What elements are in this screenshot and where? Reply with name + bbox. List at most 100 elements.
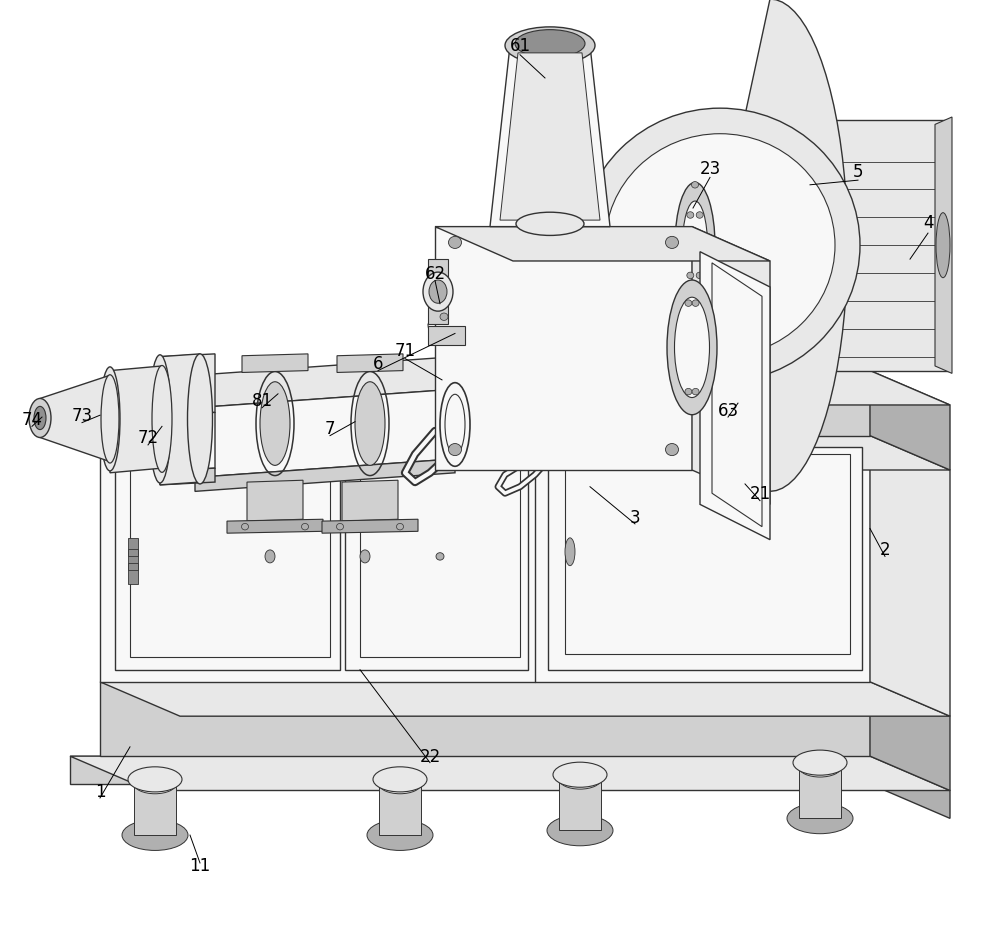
Text: 11: 11 — [189, 856, 211, 874]
Text: 73: 73 — [71, 406, 93, 425]
Polygon shape — [322, 520, 418, 534]
Ellipse shape — [687, 273, 694, 279]
Polygon shape — [690, 371, 950, 406]
Text: 7: 7 — [325, 419, 335, 438]
Text: 1: 1 — [95, 781, 105, 800]
Ellipse shape — [580, 109, 860, 382]
Ellipse shape — [515, 31, 585, 58]
Ellipse shape — [547, 816, 613, 846]
Polygon shape — [490, 46, 610, 227]
Text: 23: 23 — [699, 160, 721, 178]
Ellipse shape — [692, 303, 698, 310]
Polygon shape — [247, 481, 303, 522]
Text: 61: 61 — [509, 37, 531, 56]
Bar — [128, 549, 138, 557]
Text: 71: 71 — [394, 342, 416, 360]
Ellipse shape — [687, 213, 694, 219]
Ellipse shape — [675, 184, 715, 308]
Ellipse shape — [442, 390, 468, 459]
Polygon shape — [160, 354, 215, 416]
Ellipse shape — [152, 366, 172, 473]
Ellipse shape — [696, 213, 703, 219]
Ellipse shape — [793, 750, 847, 776]
Ellipse shape — [101, 375, 119, 463]
Polygon shape — [435, 227, 692, 470]
Polygon shape — [70, 756, 870, 784]
Polygon shape — [40, 376, 110, 462]
Polygon shape — [770, 121, 950, 371]
Ellipse shape — [685, 389, 692, 395]
Polygon shape — [227, 520, 323, 534]
Polygon shape — [100, 682, 870, 756]
Text: 5: 5 — [853, 162, 863, 181]
Ellipse shape — [448, 445, 462, 457]
Text: 81: 81 — [251, 392, 273, 410]
Ellipse shape — [29, 399, 51, 438]
Ellipse shape — [692, 301, 699, 307]
Polygon shape — [870, 682, 950, 791]
Ellipse shape — [440, 314, 448, 321]
Ellipse shape — [355, 382, 385, 466]
Text: 72: 72 — [137, 429, 159, 447]
Ellipse shape — [188, 354, 212, 484]
Polygon shape — [195, 459, 455, 492]
Ellipse shape — [666, 445, 678, 457]
Polygon shape — [160, 354, 200, 485]
Polygon shape — [690, 371, 870, 436]
Text: 62: 62 — [424, 264, 446, 283]
Ellipse shape — [666, 237, 678, 250]
Ellipse shape — [682, 201, 708, 290]
Polygon shape — [110, 367, 162, 473]
Polygon shape — [100, 682, 950, 716]
Ellipse shape — [516, 213, 584, 236]
Bar — [128, 538, 138, 585]
Polygon shape — [160, 469, 215, 485]
Ellipse shape — [122, 820, 188, 850]
Ellipse shape — [149, 355, 171, 483]
Polygon shape — [100, 436, 870, 682]
Ellipse shape — [692, 389, 699, 395]
Text: 22: 22 — [419, 747, 441, 766]
Ellipse shape — [553, 763, 607, 787]
Ellipse shape — [787, 804, 853, 833]
Ellipse shape — [128, 767, 182, 792]
Ellipse shape — [367, 820, 433, 850]
Ellipse shape — [685, 301, 692, 307]
Polygon shape — [70, 756, 950, 791]
Polygon shape — [134, 784, 176, 835]
Polygon shape — [559, 780, 601, 831]
Ellipse shape — [134, 774, 176, 794]
Polygon shape — [548, 447, 862, 670]
Polygon shape — [799, 767, 841, 818]
Ellipse shape — [674, 298, 710, 398]
Ellipse shape — [799, 757, 841, 778]
Ellipse shape — [265, 550, 275, 563]
Polygon shape — [870, 756, 950, 818]
Polygon shape — [435, 227, 770, 262]
Polygon shape — [115, 447, 340, 670]
Polygon shape — [935, 118, 952, 374]
Ellipse shape — [605, 135, 835, 357]
Ellipse shape — [505, 28, 595, 65]
Polygon shape — [870, 371, 950, 470]
Polygon shape — [195, 390, 455, 478]
Polygon shape — [100, 436, 950, 470]
Text: 2: 2 — [880, 540, 890, 559]
Ellipse shape — [448, 237, 462, 250]
Ellipse shape — [148, 382, 173, 457]
Ellipse shape — [260, 382, 290, 466]
Text: 4: 4 — [923, 213, 933, 232]
Ellipse shape — [436, 553, 444, 561]
Text: 63: 63 — [717, 401, 739, 419]
Ellipse shape — [750, 122, 790, 368]
Ellipse shape — [302, 523, 309, 531]
Polygon shape — [700, 252, 770, 540]
Text: 21: 21 — [749, 484, 771, 503]
Ellipse shape — [423, 273, 453, 312]
Text: 6: 6 — [373, 354, 383, 373]
Polygon shape — [500, 54, 600, 221]
Polygon shape — [195, 357, 455, 408]
Polygon shape — [690, 0, 847, 492]
Text: 74: 74 — [22, 410, 42, 429]
Ellipse shape — [667, 281, 717, 416]
